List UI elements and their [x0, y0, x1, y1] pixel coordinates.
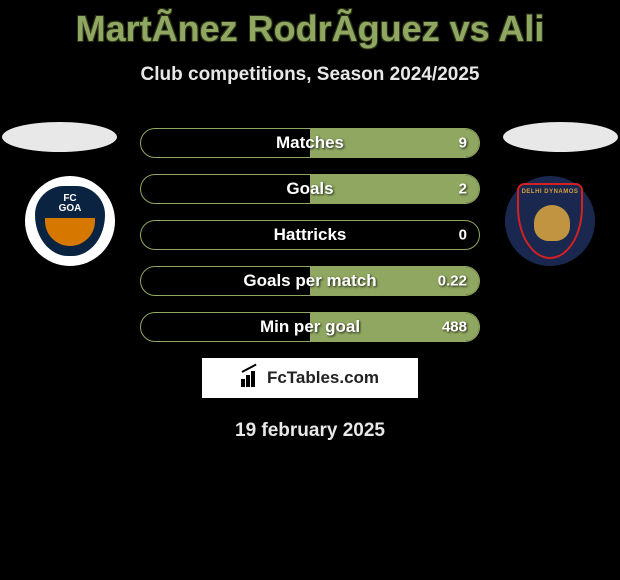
stat-fill-right	[310, 175, 479, 203]
stat-row-hattricks: Hattricks 0	[140, 220, 480, 250]
stat-label: Goals	[286, 179, 333, 199]
stat-label: Matches	[276, 133, 344, 153]
stat-value-right: 2	[459, 181, 467, 198]
stat-value-right: 9	[459, 135, 467, 152]
stat-label: Min per goal	[260, 317, 360, 337]
stat-row-min-per-goal: Min per goal 488	[140, 312, 480, 342]
subtitle: Club competitions, Season 2024/2025	[0, 64, 620, 86]
page-title: MartÃ­nez RodrÃ­guez vs Ali	[0, 0, 620, 50]
stat-row-matches: Matches 9	[140, 128, 480, 158]
stat-label: Hattricks	[274, 225, 347, 245]
infographic-container: MartÃ­nez RodrÃ­guez vs Ali Club competi…	[0, 0, 620, 580]
stats-area: Matches 9 Goals 2 Hattricks 0 Goals per …	[0, 128, 620, 342]
stat-label: Goals per match	[243, 271, 376, 291]
stat-value-right: 0	[459, 227, 467, 244]
stat-row-goals: Goals 2	[140, 174, 480, 204]
stat-row-goals-per-match: Goals per match 0.22	[140, 266, 480, 296]
brand-box[interactable]: FcTables.com	[202, 358, 418, 398]
stat-value-right: 0.22	[438, 273, 467, 290]
date-text: 19 february 2025	[0, 420, 620, 442]
stat-value-right: 488	[442, 319, 467, 336]
bar-chart-icon	[241, 369, 261, 387]
brand-text: FcTables.com	[267, 368, 379, 388]
